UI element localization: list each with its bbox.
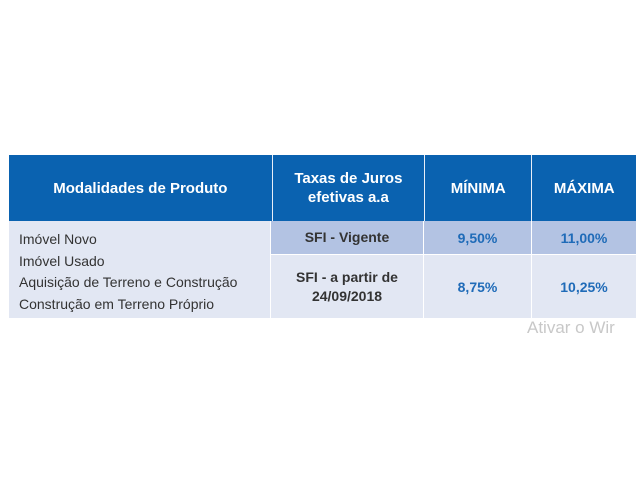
header-taxas-line1: Taxas de Juros	[294, 170, 403, 187]
rates-table: Modalidades de Produto Taxas de Juros efe…	[9, 155, 636, 318]
modalidade-item: Imóvel Usado	[19, 252, 105, 269]
table-row: SFI - a partir de 24/09/2018 8,75% 10,25%	[271, 255, 636, 318]
header-minima: MÍNIMA	[425, 155, 533, 221]
header-modalidades: Modalidades de Produto	[9, 155, 273, 221]
table-body: Imóvel Novo Imóvel Usado Aquisição de Te…	[9, 221, 636, 318]
table-header: Modalidades de Produto Taxas de Juros efe…	[9, 155, 636, 221]
modalidade-item: Aquisição de Terreno e Construção	[19, 274, 238, 290]
maxima-cell: 11,00%	[560, 229, 608, 246]
modalidade-item: Construção em Terreno Próprio	[19, 295, 215, 312]
produto-line1: SFI - a partir de	[296, 268, 398, 285]
produto-line2: 24/09/2018	[311, 287, 383, 304]
modalidades-cell: Imóvel Novo Imóvel Usado Aquisição de Te…	[9, 221, 271, 318]
table-row: SFI - Vigente 9,50% 11,00%	[271, 221, 636, 255]
produto-cell: SFI - a partir de 24/09/2018	[271, 255, 424, 318]
minima-cell: 9,50%	[424, 221, 532, 254]
activation-watermark: Ativar o Wir	[527, 318, 615, 337]
header-taxas: Taxas de Juros efetivas a.a	[273, 155, 425, 221]
modalidade-item: Imóvel Novo	[19, 231, 97, 247]
header-taxas-line2: efetivas a.a	[307, 189, 389, 206]
produto-cell: SFI - Vigente	[271, 221, 424, 254]
header-maxima: MÁXIMA	[553, 179, 615, 197]
minima-cell: 8,75%	[424, 255, 532, 318]
maxima-cell: 10,25%	[560, 278, 608, 295]
